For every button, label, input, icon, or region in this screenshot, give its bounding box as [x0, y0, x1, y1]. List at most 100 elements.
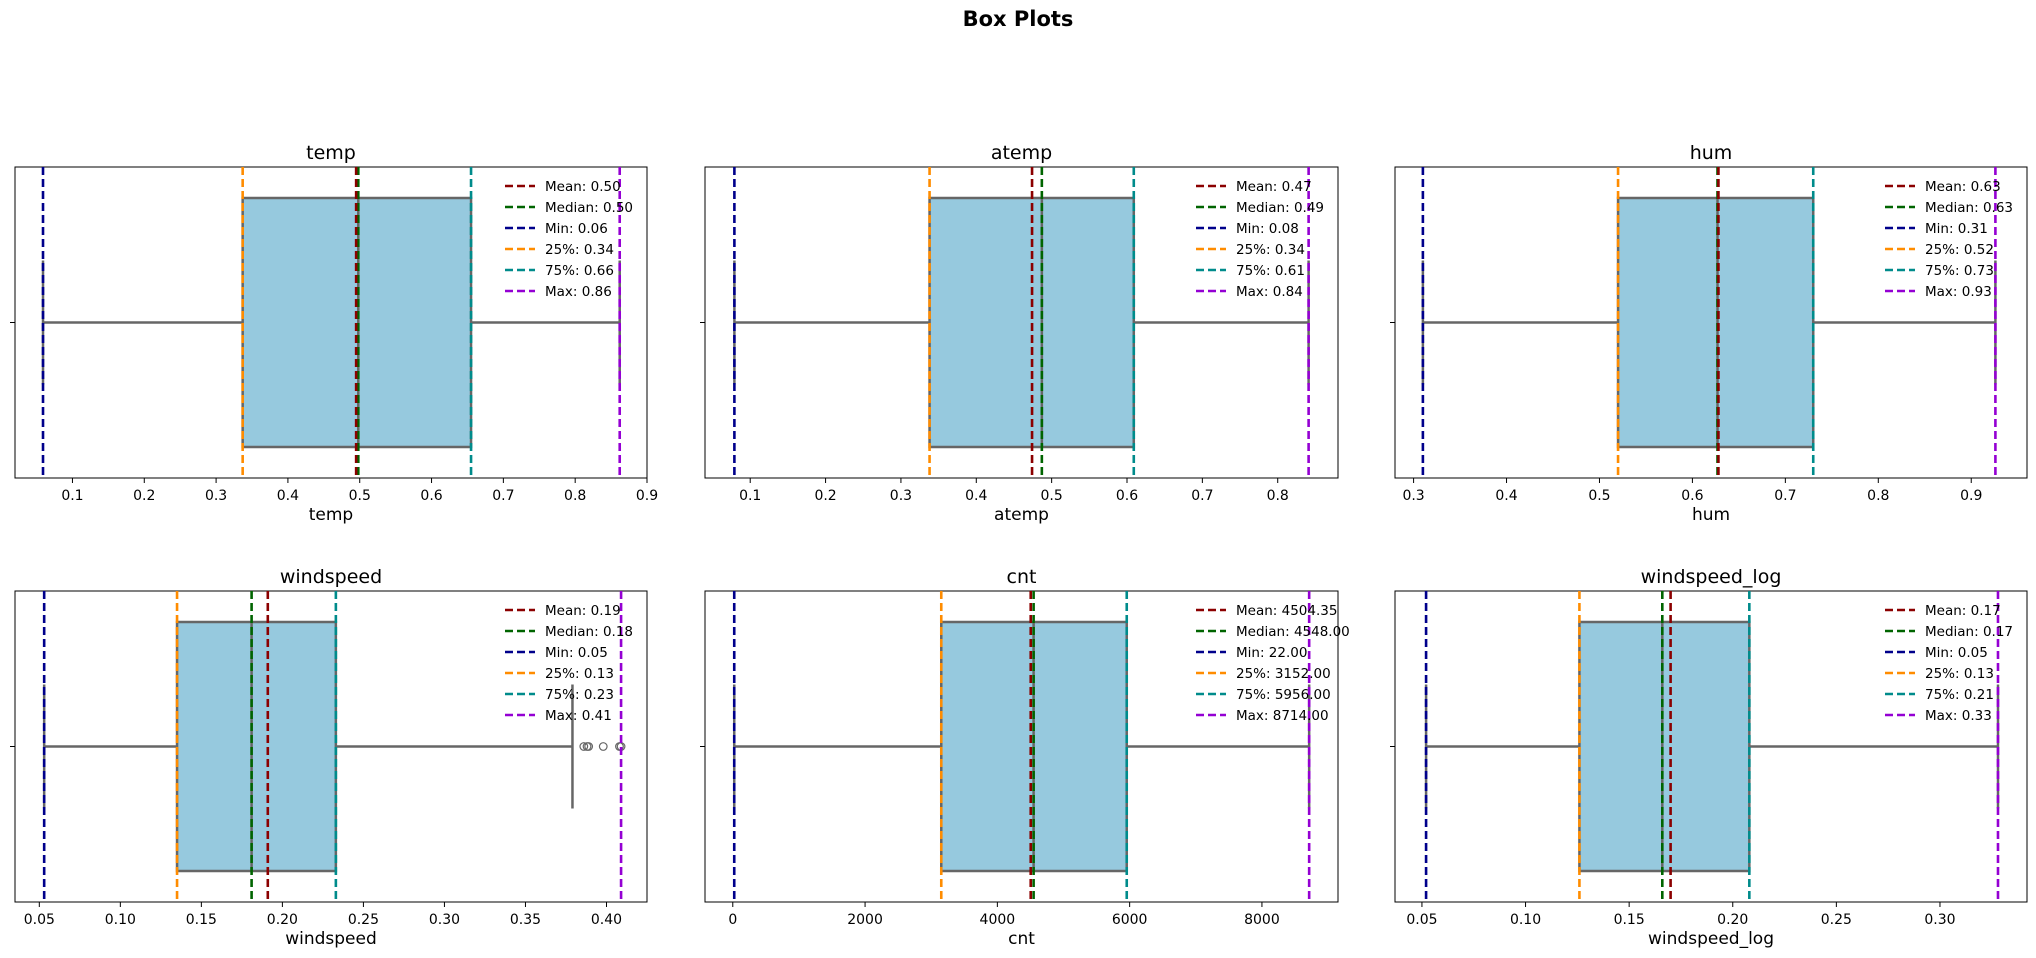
legend-label-mean: Mean: 0.19: [545, 603, 621, 619]
legend-label-q75: 75%: 0.61: [1236, 263, 1305, 279]
x-tick-label: 0.5: [349, 488, 371, 504]
legend-label-median: Median: 4548.00: [1236, 624, 1350, 640]
legend-label-q25: 25%: 0.13: [545, 666, 614, 682]
x-tick-label: 0.4: [1495, 488, 1517, 504]
x-tick-label: 0.5: [1041, 488, 1063, 504]
legend-label-mean: Mean: 0.47: [1236, 179, 1312, 195]
box-iqr: [175, 620, 338, 873]
figure-title: Box Plots: [963, 7, 1074, 31]
legend-label-min: Min: 0.08: [1236, 221, 1299, 237]
x-axis-label: temp: [309, 505, 353, 525]
x-tick-label: 0.5: [1588, 488, 1610, 504]
x-tick-label: 0.1: [739, 488, 761, 504]
box-iqr: [1616, 196, 1815, 449]
x-axis-label: cnt: [1008, 929, 1035, 949]
legend-label-mean: Mean: 0.17: [1925, 603, 2001, 619]
legend: Mean: 0.19 Median: 0.18 Min: 0.05 25%: 0.13…: [505, 603, 633, 724]
legend-label-q25: 25%: 0.52: [1925, 242, 1994, 258]
legend-label-q75: 75%: 0.23: [545, 687, 614, 703]
subplot-temp: temp 0.1 0.2 0.3 0.4 0.5 0.6 0.7 0.8 0.9 temp Mean:…: [10, 142, 658, 525]
x-tick-label: 0.6: [420, 488, 442, 504]
x-tick-label: 0.20: [1717, 912, 1748, 928]
legend-label-min: Min: 22.00: [1236, 645, 1307, 661]
x-tick-label: 0.3: [205, 488, 227, 504]
x-tick-label: 6000: [1112, 912, 1148, 928]
x-tick-label: 0.15: [186, 912, 217, 928]
x-tick-label: 0.4: [277, 488, 299, 504]
legend-label-q25: 25%: 0.34: [545, 242, 614, 258]
legend-label-q25: 25%: 3152.00: [1236, 666, 1331, 682]
x-tick-label: 0.7: [492, 488, 514, 504]
subplot-windspeed: windspeed 0.05 0.10 0.15 0.20 0.25 0.30 0.35 0.4…: [10, 566, 648, 949]
legend-label-max: Max: 0.33: [1925, 708, 1992, 724]
legend-label-q75: 75%: 0.73: [1925, 263, 1994, 279]
legend-label-max: Max: 0.84: [1236, 284, 1303, 300]
x-tick-label: 0.20: [267, 912, 298, 928]
outlier-point: [579, 742, 589, 751]
subplot-title: windspeed_log: [1641, 566, 1782, 588]
x-tick-label: 0.25: [1821, 912, 1852, 928]
x-tick-label: 0.30: [1924, 912, 1955, 928]
legend-label-median: Median: 0.50: [545, 200, 633, 216]
x-tick-label: 0.10: [105, 912, 136, 928]
x-tick-label: 0.40: [591, 912, 622, 928]
x-tick-label: 0.05: [1406, 912, 1437, 928]
legend-label-q25: 25%: 0.34: [1236, 242, 1305, 258]
panels: temp 0.1 0.2 0.3 0.4 0.5 0.6 0.7 0.8 0.9 temp Mean:…: [10, 142, 2028, 949]
legend-label-q75: 75%: 0.66: [545, 263, 614, 279]
legend-label-q75: 75%: 0.21: [1925, 687, 1994, 703]
x-tick-label: 0.3: [1402, 488, 1424, 504]
x-tick-label: 0.2: [133, 488, 155, 504]
x-tick-label: 0.9: [1960, 488, 1982, 504]
legend-label-max: Max: 0.93: [1925, 284, 1992, 300]
x-tick-label: 0.9: [636, 488, 658, 504]
x-tick-label: 0.30: [429, 912, 460, 928]
x-tick-label: 0.8: [1867, 488, 1889, 504]
legend-label-max: Max: 0.41: [545, 708, 612, 724]
box-iqr: [1578, 620, 1751, 873]
x-tick-label: 0.25: [348, 912, 379, 928]
legend-label-mean: Mean: 0.63: [1925, 179, 2001, 195]
subplot-title: atemp: [991, 142, 1052, 164]
subplot-title: temp: [306, 142, 356, 164]
x-tick-label: 0.3: [890, 488, 912, 504]
legend: Mean: 0.47 Median: 0.49 Min: 0.08 25%: 0.34…: [1196, 179, 1324, 300]
x-axis-label: windspeed_log: [1648, 929, 1774, 949]
x-tick-label: 0.2: [814, 488, 836, 504]
legend-label-q75: 75%: 5956.00: [1236, 687, 1331, 703]
x-tick-label: 0.8: [1267, 488, 1289, 504]
x-tick-label: 2000: [847, 912, 883, 928]
x-tick-label: 0.8: [564, 488, 586, 504]
x-tick-label: 0.7: [1191, 488, 1213, 504]
x-tick-label: 4000: [980, 912, 1016, 928]
legend-label-min: Min: 0.05: [545, 645, 608, 661]
legend-label-mean: Mean: 0.50: [545, 179, 621, 195]
legend-label-min: Min: 0.31: [1925, 221, 1988, 237]
legend-label-q25: 25%: 0.13: [1925, 666, 1994, 682]
legend-label-median: Median: 0.18: [545, 624, 633, 640]
x-axis-label: hum: [1692, 505, 1730, 525]
x-tick-label: 0.15: [1614, 912, 1645, 928]
legend-label-median: Median: 0.49: [1236, 200, 1324, 216]
x-tick-label: 8000: [1244, 912, 1280, 928]
legend: Mean: 0.50 Median: 0.50 Min: 0.06 25%: 0.34…: [505, 179, 633, 300]
legend-label-median: Median: 0.17: [1925, 624, 2013, 640]
x-tick-label: 0.35: [510, 912, 541, 928]
outlier-point: [598, 742, 608, 751]
legend: Mean: 0.17 Median: 0.17 Min: 0.05 25%: 0.13…: [1885, 603, 2013, 724]
x-tick-label: 0.10: [1510, 912, 1541, 928]
subplot-windspeed_log: windspeed_log 0.05 0.10 0.15 0.20 0.25 0.30 win…: [1390, 566, 2028, 949]
legend: Mean: 4504.35 Median: 4548.00 Min: 22.00 25…: [1196, 603, 1350, 724]
legend-label-median: Median: 0.63: [1925, 200, 2013, 216]
subplot-title: windspeed: [280, 566, 382, 588]
legend-label-min: Min: 0.05: [1925, 645, 1988, 661]
x-tick-label: 0.4: [965, 488, 987, 504]
outlier-point: [584, 742, 594, 751]
legend-label-min: Min: 0.06: [545, 221, 608, 237]
x-tick-label: 0.6: [1681, 488, 1703, 504]
x-tick-label: 0.05: [24, 912, 55, 928]
legend-label-max: Max: 8714.00: [1236, 708, 1329, 724]
x-axis-label: windspeed: [285, 929, 377, 949]
x-tick-label: 0.1: [61, 488, 83, 504]
